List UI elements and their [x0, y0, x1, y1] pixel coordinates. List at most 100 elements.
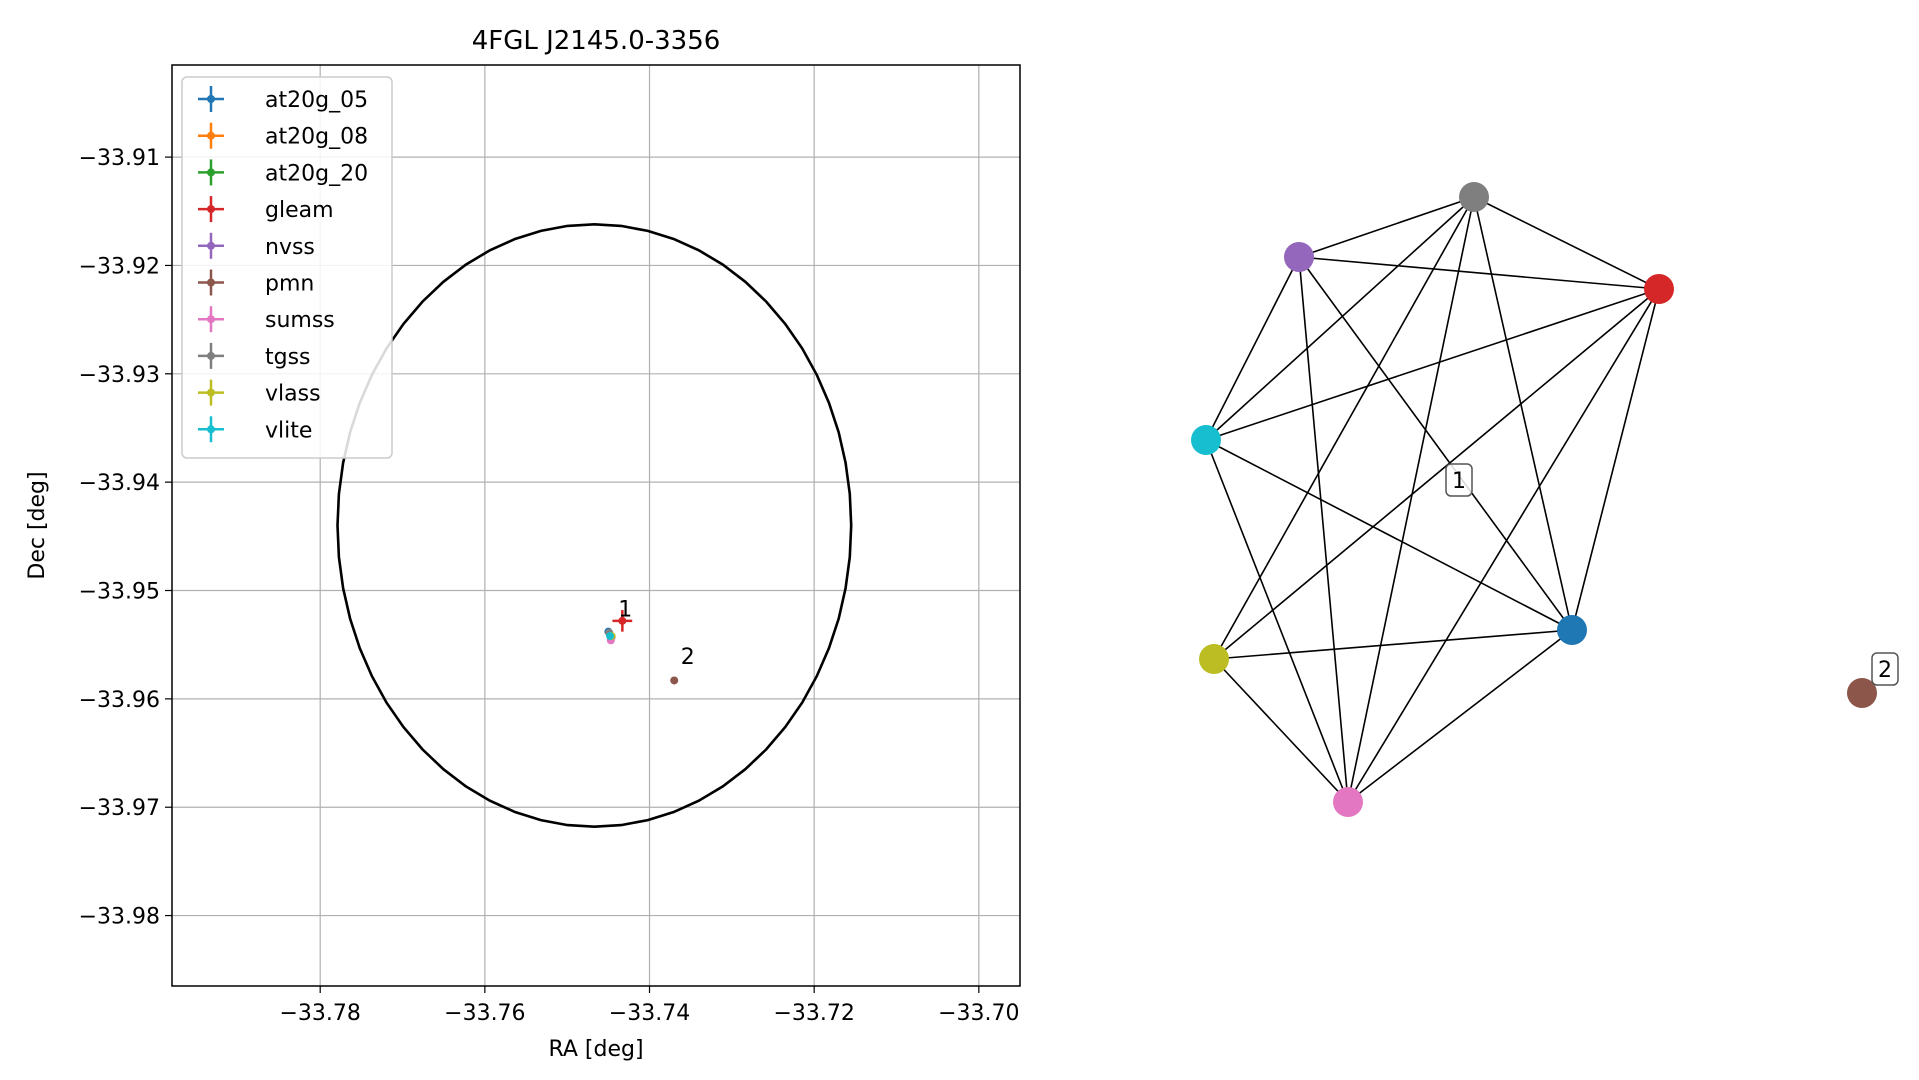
- legend-label: at20g_08: [265, 125, 368, 150]
- axes-frame: [171, 64, 1021, 987]
- edge-tgss-vlite: [1205, 196, 1475, 441]
- legend-label: vlite: [265, 418, 312, 443]
- legend-label: tgss: [265, 345, 311, 370]
- x-ticks: −33.78 −33.76 −33.74 −33.72 −33.70: [279, 986, 1020, 1026]
- legend-marker: [207, 131, 215, 140]
- node-vlass: [1199, 644, 1229, 674]
- legend-marker: [207, 205, 215, 214]
- legend-box: [181, 76, 393, 459]
- x-axis-label: RA [deg]: [548, 1037, 643, 1062]
- edge-tgss-sumss: [1347, 196, 1475, 803]
- point-labels: 12: [618, 598, 695, 671]
- y-tick-label: −33.91: [79, 146, 160, 171]
- y-tick-label: −33.97: [79, 796, 160, 821]
- node-nvss: [1284, 242, 1314, 272]
- ellipse-outline: [336, 222, 853, 829]
- legend-item-vlass: vlass: [198, 379, 321, 407]
- legend-item-gleam: gleam: [198, 196, 334, 223]
- edge-tgss-at20g_05: [1473, 196, 1573, 631]
- x-tick-label: −33.76: [444, 1001, 525, 1026]
- graph-nodes: [1191, 182, 1877, 817]
- legend-item-at20g_20: at20g_20: [198, 159, 368, 186]
- legend-marker: [207, 95, 215, 103]
- point-gleam: [612, 610, 633, 632]
- node-vlite: [1191, 425, 1221, 455]
- legend-label: vlass: [265, 382, 321, 407]
- legend-label: sumss: [265, 308, 335, 333]
- edge-gleam-vlass: [1213, 288, 1660, 660]
- legend-label: at20g_05: [265, 88, 368, 113]
- x-tick-label: −33.74: [609, 1001, 690, 1026]
- edge-nvss-vlite: [1205, 256, 1300, 441]
- edge-vlite-at20g_05: [1205, 439, 1573, 631]
- point-vlite: [605, 632, 614, 641]
- node-sumss: [1333, 787, 1363, 817]
- edge-at20g_05-vlass: [1213, 629, 1573, 660]
- x-tick-label: −33.78: [279, 1001, 360, 1026]
- group-label-text: 2: [1878, 658, 1892, 683]
- graph-edges: [1205, 196, 1660, 803]
- uncertainty-ellipse: [336, 222, 853, 829]
- legend-item-at20g_08: at20g_08: [198, 122, 368, 150]
- legend-label: gleam: [265, 198, 334, 223]
- point-marker: [618, 616, 627, 625]
- y-tick-label: −33.93: [79, 363, 160, 388]
- graph-panel: 12: [1191, 182, 1899, 817]
- edge-at20g_05-sumss: [1347, 629, 1573, 803]
- x-tick-label: −33.72: [773, 1001, 854, 1026]
- graph-group-labels: 12: [1445, 463, 1899, 686]
- y-tick-label: −33.95: [79, 580, 160, 605]
- y-tick-label: −33.98: [79, 905, 160, 930]
- data-points: [604, 610, 679, 685]
- legend-label: nvss: [265, 235, 315, 260]
- edge-nvss-gleam: [1298, 256, 1660, 290]
- edge-gleam-at20g_05: [1571, 288, 1660, 631]
- legend-marker: [207, 241, 215, 250]
- legend-label: pmn: [265, 272, 314, 297]
- legend-item-sumss: sumss: [198, 306, 335, 333]
- legend-marker: [207, 425, 215, 434]
- y-axis-label: Dec [deg]: [25, 471, 50, 579]
- legend-marker: [207, 315, 215, 324]
- group-label-box: [1871, 652, 1899, 686]
- legend-item-pmn: pmn: [198, 269, 314, 297]
- y-tick-label: −33.92: [79, 254, 160, 279]
- edge-vlass-sumss: [1213, 658, 1349, 803]
- y-tick-label: −33.96: [79, 688, 160, 713]
- legend-marker: [207, 168, 215, 177]
- node-gleam: [1644, 274, 1674, 304]
- legend-label: at20g_20: [265, 161, 368, 186]
- point-pmn: [670, 676, 679, 685]
- scatter-panel: 12 −33.78 −33.76 −33.74 −33.72 −33.70 −33.91…: [25, 26, 1021, 1062]
- edge-tgss-gleam: [1473, 196, 1660, 290]
- legend-item-vlite: vlite: [198, 416, 312, 443]
- edge-tgss-vlass: [1213, 196, 1475, 660]
- group-label-box: [1445, 463, 1473, 497]
- point-marker: [670, 676, 679, 685]
- point-label: 1: [618, 598, 632, 623]
- node-pmn: [1847, 678, 1877, 708]
- legend-marker: [207, 351, 215, 360]
- edge-nvss-at20g_05: [1298, 256, 1573, 631]
- edge-vlite-sumss: [1205, 439, 1349, 803]
- legend-item-nvss: nvss: [198, 232, 315, 260]
- edge-nvss-sumss: [1298, 256, 1349, 803]
- legend-item-at20g_05: at20g_05: [198, 86, 368, 113]
- edge-tgss-nvss: [1298, 196, 1475, 258]
- chart-title: 4FGL J2145.0-3356: [472, 26, 721, 56]
- legend-marker: [207, 388, 215, 397]
- edge-gleam-sumss: [1347, 288, 1660, 803]
- point-marker: [605, 632, 614, 641]
- y-ticks: −33.91 −33.92 −33.93 −33.94 −33.95 −33.96 −33.…: [79, 146, 172, 930]
- group-label-2: 2: [1871, 652, 1899, 686]
- node-at20g_05: [1557, 615, 1587, 645]
- point-label: 2: [681, 645, 695, 670]
- y-tick-label: −33.94: [79, 471, 160, 496]
- node-tgss: [1459, 182, 1489, 212]
- x-tick-label: −33.70: [938, 1001, 1019, 1026]
- edge-gleam-vlite: [1205, 288, 1660, 441]
- legend-item-tgss: tgss: [198, 342, 311, 370]
- group-label-text: 1: [1452, 469, 1466, 494]
